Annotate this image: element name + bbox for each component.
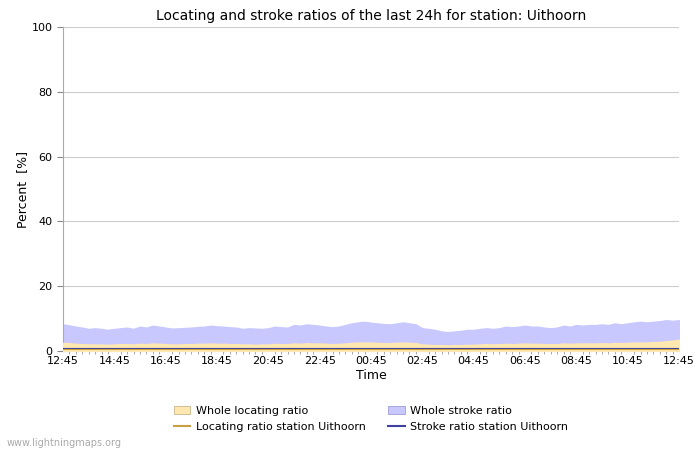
Legend: Whole locating ratio, Locating ratio station Uithoorn, Whole stroke ratio, Strok: Whole locating ratio, Locating ratio sta… bbox=[169, 402, 573, 436]
Y-axis label: Percent  [%]: Percent [%] bbox=[16, 150, 29, 228]
Title: Locating and stroke ratios of the last 24h for station: Uithoorn: Locating and stroke ratios of the last 2… bbox=[156, 9, 586, 23]
Text: www.lightningmaps.org: www.lightningmaps.org bbox=[7, 438, 122, 448]
X-axis label: Time: Time bbox=[356, 369, 386, 382]
